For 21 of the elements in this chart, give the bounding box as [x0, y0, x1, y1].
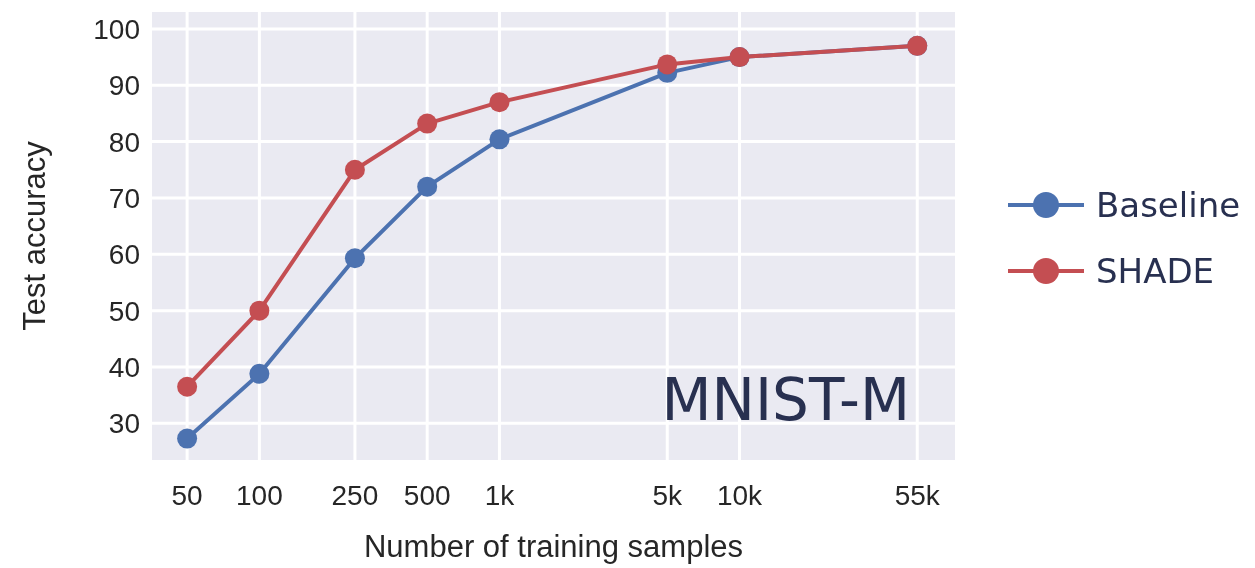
- annotation: MNIST-M: [661, 366, 910, 434]
- legend-label: SHADE: [1096, 251, 1215, 291]
- x-tick-label: 50: [171, 480, 203, 511]
- y-tick-label: 90: [108, 70, 140, 102]
- x-tick-label: 100: [236, 480, 283, 511]
- y-axis-title: Test accuracy: [17, 140, 52, 331]
- y-tick-label: 80: [108, 126, 140, 158]
- x-tick-label: 1k: [484, 480, 516, 511]
- y-tick-label: 50: [108, 295, 140, 327]
- x-tick-label: 10k: [716, 480, 764, 511]
- x-tick-label: 250: [331, 480, 379, 511]
- y-tick-label: 70: [108, 182, 140, 214]
- x-axis-title: Number of training samples: [363, 529, 744, 564]
- y-tick-label: 60: [108, 239, 140, 271]
- y-tick-label: 30: [108, 408, 140, 440]
- x-tick-label: 55k: [894, 480, 941, 511]
- x-tick-label: 5k: [652, 480, 684, 511]
- y-tick-label: 40: [108, 352, 140, 384]
- y-tick-label: 100: [93, 13, 140, 45]
- legend-label: Baseline: [1096, 185, 1241, 225]
- x-tick-label: 500: [403, 480, 451, 511]
